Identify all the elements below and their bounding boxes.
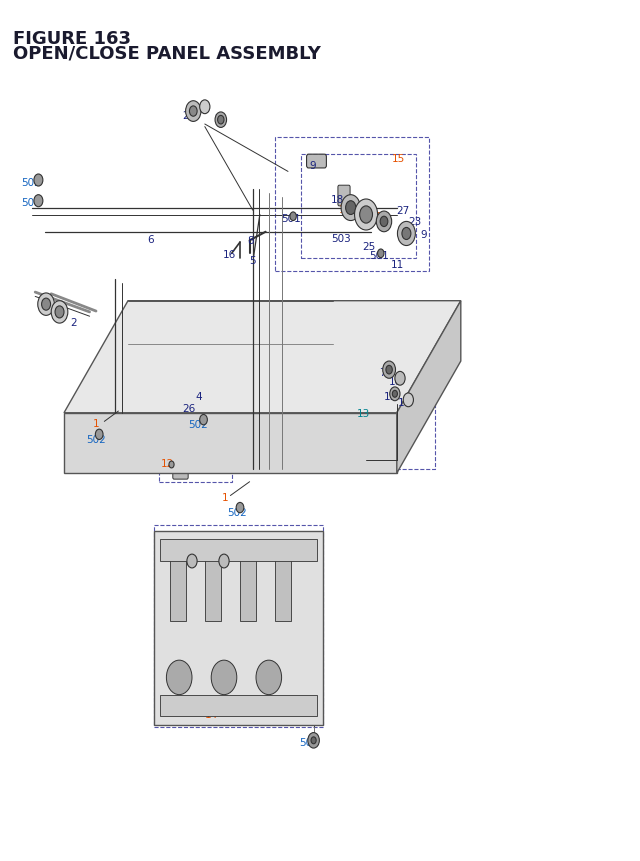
Circle shape <box>360 207 372 224</box>
Text: 502: 502 <box>86 434 106 444</box>
Text: 503: 503 <box>332 233 351 244</box>
Circle shape <box>390 387 400 401</box>
Circle shape <box>290 213 296 221</box>
Circle shape <box>34 175 43 187</box>
FancyBboxPatch shape <box>188 388 200 411</box>
Text: 502: 502 <box>300 737 319 747</box>
Circle shape <box>219 554 229 568</box>
Circle shape <box>383 362 396 379</box>
Text: 3: 3 <box>54 311 61 321</box>
Circle shape <box>402 228 411 240</box>
FancyBboxPatch shape <box>307 155 326 169</box>
Polygon shape <box>64 301 461 413</box>
Text: 6: 6 <box>147 234 154 245</box>
Bar <box>170 557 186 622</box>
Text: 5: 5 <box>250 256 256 266</box>
Text: OPEN/CLOSE PANEL ASSEMBLY: OPEN/CLOSE PANEL ASSEMBLY <box>13 45 321 63</box>
Text: 21: 21 <box>214 114 227 124</box>
Text: 11: 11 <box>398 398 411 408</box>
Polygon shape <box>397 301 461 474</box>
Text: 2: 2 <box>70 318 77 328</box>
Text: 14: 14 <box>205 709 218 720</box>
Text: 24: 24 <box>368 212 381 222</box>
Text: 13: 13 <box>357 408 370 418</box>
Text: 18: 18 <box>332 195 344 205</box>
Circle shape <box>355 200 378 231</box>
Circle shape <box>169 461 174 468</box>
FancyBboxPatch shape <box>154 531 323 725</box>
FancyBboxPatch shape <box>338 186 350 207</box>
Bar <box>275 557 291 622</box>
Text: 502: 502 <box>21 177 40 188</box>
Circle shape <box>395 372 405 386</box>
Circle shape <box>187 554 197 568</box>
Circle shape <box>386 366 392 375</box>
Circle shape <box>34 195 43 208</box>
Circle shape <box>200 415 207 425</box>
Text: 502: 502 <box>227 507 246 517</box>
Text: 10: 10 <box>388 376 401 387</box>
Circle shape <box>397 222 415 246</box>
Text: 2: 2 <box>42 304 48 314</box>
Bar <box>205 557 221 622</box>
Circle shape <box>200 101 210 115</box>
Circle shape <box>95 430 103 440</box>
Bar <box>160 540 317 561</box>
Circle shape <box>236 503 244 513</box>
Text: 8: 8 <box>247 236 253 246</box>
Text: 25: 25 <box>362 241 375 251</box>
Text: 23: 23 <box>408 217 421 227</box>
Circle shape <box>380 217 388 227</box>
Text: 15: 15 <box>392 154 404 164</box>
Bar <box>160 695 317 716</box>
Circle shape <box>42 299 51 311</box>
Ellipse shape <box>211 660 237 695</box>
Circle shape <box>51 301 68 324</box>
Text: 26: 26 <box>182 404 195 414</box>
Text: 19: 19 <box>384 392 397 402</box>
Circle shape <box>403 393 413 407</box>
Circle shape <box>341 195 360 221</box>
Circle shape <box>392 391 397 398</box>
FancyBboxPatch shape <box>173 455 188 480</box>
Ellipse shape <box>166 660 192 695</box>
Circle shape <box>38 294 54 316</box>
Polygon shape <box>64 413 397 474</box>
Circle shape <box>311 737 316 744</box>
Text: 502: 502 <box>189 419 208 430</box>
Circle shape <box>376 212 392 232</box>
Text: 1: 1 <box>93 418 99 429</box>
Text: 9: 9 <box>420 230 427 240</box>
Text: 17: 17 <box>339 205 351 215</box>
Text: 11: 11 <box>391 259 404 269</box>
Text: 16: 16 <box>223 250 236 260</box>
Circle shape <box>218 116 224 125</box>
Text: 4: 4 <box>195 391 202 401</box>
Circle shape <box>378 250 384 258</box>
Circle shape <box>308 733 319 748</box>
Circle shape <box>346 201 356 215</box>
Circle shape <box>55 307 64 319</box>
Text: 12: 12 <box>161 458 174 468</box>
Text: 11: 11 <box>195 105 208 115</box>
Circle shape <box>189 107 197 117</box>
Text: 501: 501 <box>369 251 388 261</box>
FancyBboxPatch shape <box>197 383 212 395</box>
Text: 501: 501 <box>282 214 301 224</box>
Circle shape <box>186 102 201 122</box>
Text: 22: 22 <box>355 201 368 212</box>
Text: FIGURE 163: FIGURE 163 <box>13 30 131 48</box>
Text: 9: 9 <box>309 161 316 171</box>
Text: 502: 502 <box>21 198 40 208</box>
Ellipse shape <box>256 660 282 695</box>
Text: 7: 7 <box>380 368 386 378</box>
Text: 1: 1 <box>222 492 228 503</box>
Text: 27: 27 <box>397 206 410 216</box>
Bar <box>240 557 256 622</box>
Text: 20: 20 <box>182 111 195 121</box>
Circle shape <box>215 113 227 128</box>
